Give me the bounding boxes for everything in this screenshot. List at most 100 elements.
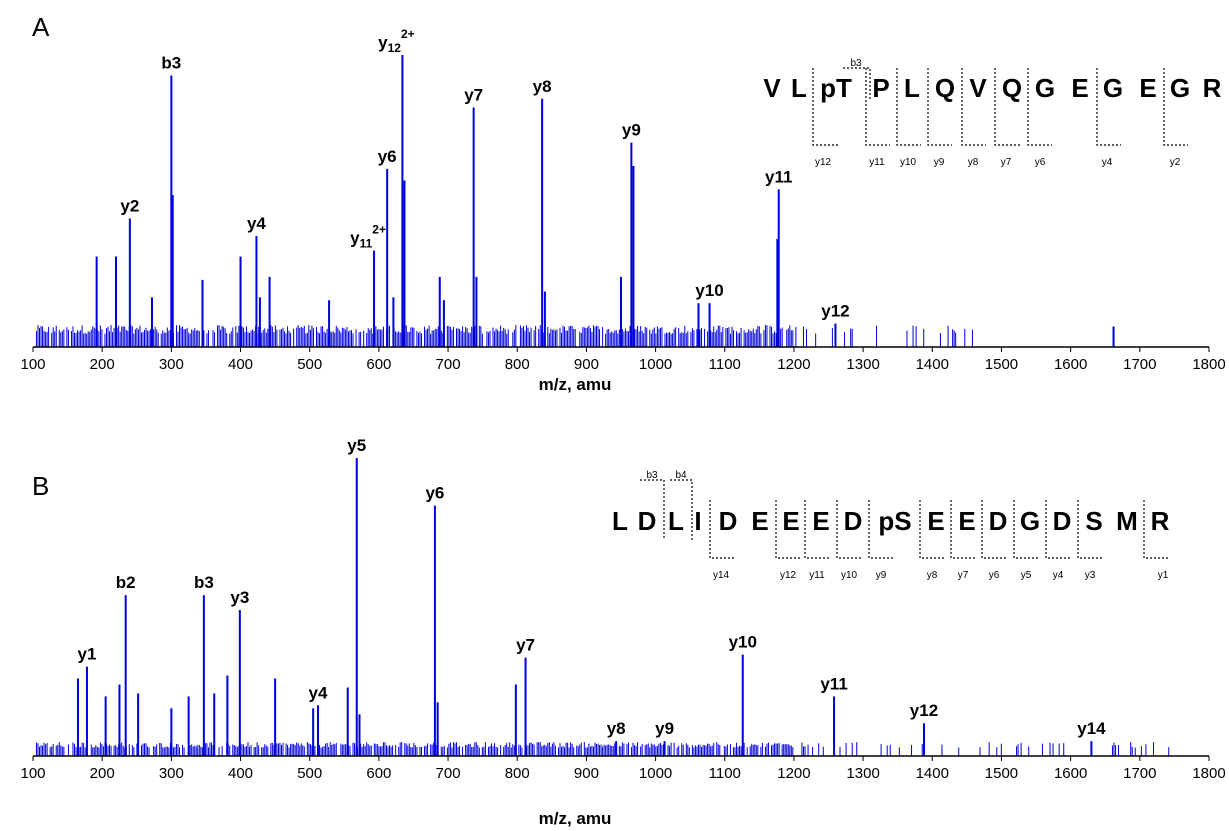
y-ion-bracket — [1013, 500, 1038, 559]
x-tick-label: 1600 — [1054, 356, 1087, 373]
panel-b-x-axis: 100 200 300 400 500 600 700 800 900 1000 1100 1200 1… — [20, 755, 1226, 782]
sequence-residue: G — [1103, 73, 1123, 103]
x-tick-label: 1700 — [1123, 765, 1156, 782]
sequence-residue: E — [927, 506, 944, 536]
sequence-residue: G — [1035, 73, 1055, 103]
y-ion-bracket — [804, 500, 829, 559]
y-ion-label: y5 — [1021, 570, 1032, 581]
x-tick-label: 200 — [90, 765, 115, 782]
peak-label: y1 — [77, 645, 96, 664]
b-ion-bracket — [843, 67, 871, 100]
sequence-residue: Q — [1002, 73, 1022, 103]
peak-label: y5 — [347, 436, 366, 455]
peak-label: y6 — [425, 484, 444, 503]
sequence-residue: L — [904, 73, 920, 103]
peak-label: y8 — [607, 719, 626, 738]
x-tick-label: 700 — [436, 356, 461, 373]
panel-b: B y1 b2 b3 y3 y4 y5 y6 y7 y8 y9 y10 y11 y12 y14 100 20… — [20, 436, 1225, 828]
x-tick-label: 600 — [366, 765, 391, 782]
y-ion-label: y4 — [1102, 157, 1113, 168]
x-tick-label: 1000 — [639, 765, 672, 782]
sequence-residue: M — [1116, 506, 1138, 536]
x-tick-label: 1100 — [709, 356, 741, 373]
x-tick-label: 1400 — [916, 356, 949, 373]
sequence-residue: E — [1139, 73, 1156, 103]
sequence-residue: V — [969, 73, 987, 103]
x-tick-label: 1300 — [846, 765, 879, 782]
y-ion-bracket — [950, 500, 975, 559]
peak-label: b2 — [116, 573, 136, 592]
peak-label: y122+ — [378, 27, 415, 55]
y-ion-label: y8 — [927, 570, 938, 581]
x-tick-label: 500 — [297, 765, 322, 782]
y-ion-label: y7 — [1001, 157, 1012, 168]
x-tick-label: 400 — [228, 356, 253, 373]
b-ion-label: b3 — [850, 58, 862, 69]
y-ion-label: y6 — [989, 570, 1000, 581]
peak-label: y6 — [378, 147, 397, 166]
x-tick-label: 600 — [366, 356, 391, 373]
y-ion-bracket — [836, 500, 861, 559]
panel-b-peaks — [76, 458, 1093, 756]
sequence-residue: L — [612, 506, 628, 536]
sequence-residue: D — [719, 506, 738, 536]
x-tick-label: 300 — [159, 765, 184, 782]
panel-b-peak-labels: y1 b2 b3 y3 y4 y5 y6 y7 y8 y9 y10 y11 y12 y14 — [77, 436, 1106, 738]
sequence-residue: L — [668, 506, 684, 536]
y-ion-bracket — [865, 68, 890, 146]
y-ion-label: y12 — [815, 157, 832, 168]
peak-label: y10 — [695, 281, 723, 300]
panel-a-peak-labels: y2 b3 y4 y112+ y6 y122+ y7 y8 y9 y10 y11 y12 — [120, 27, 849, 321]
sequence-residue: P — [872, 73, 889, 103]
x-tick-label: 1800 — [1192, 765, 1225, 782]
x-tick-label: 1700 — [1123, 356, 1156, 373]
sequence-residue: V — [763, 73, 781, 103]
peak-label: y7 — [516, 636, 535, 655]
peak-label: y9 — [622, 121, 641, 140]
y-ion-bracket — [868, 500, 893, 559]
b-ion-bracket — [640, 479, 665, 540]
y-ion-label: y10 — [841, 570, 858, 581]
peak-label: y11 — [765, 167, 792, 186]
sequence-residue: R — [1203, 73, 1222, 103]
peak-label: y12 — [821, 302, 849, 321]
x-tick-label: 100 — [20, 765, 45, 782]
sequence-residue: L — [791, 73, 807, 103]
panel-a-x-axis: 100 200 300 400 500 600 700 800 900 1000 1100 1200 1… — [20, 346, 1226, 373]
x-tick-label: 1300 — [846, 356, 879, 373]
panel-b-x-axis-label: m/z, amu — [539, 809, 612, 828]
y-ion-label: y11 — [809, 570, 825, 581]
y-ion-bracket — [812, 68, 838, 146]
y-ion-bracket — [1045, 500, 1070, 559]
sequence-residue: E — [751, 506, 768, 536]
sequence-residue: G — [1020, 506, 1040, 536]
peak-label: y4 — [309, 683, 328, 702]
y-ion-bracket — [994, 68, 1020, 146]
panel-b-sequence: L D L I D E E E D pS E E D G D S M R b3 … — [612, 470, 1170, 581]
sequence-residue: G — [1170, 73, 1190, 103]
x-tick-label: 1500 — [985, 765, 1018, 782]
x-tick-label: 1400 — [916, 765, 949, 782]
peak-label: y112+ — [350, 223, 386, 251]
x-tick-label: 800 — [505, 765, 530, 782]
x-tick-label: 700 — [436, 765, 461, 782]
y-ion-label: y9 — [876, 570, 887, 581]
sequence-residue: Q — [935, 73, 955, 103]
y-ion-label: y1 — [1158, 570, 1169, 581]
y-ion-bracket — [896, 68, 921, 146]
y-ion-bracket — [1096, 68, 1121, 146]
peak-label: b3 — [161, 53, 181, 72]
y-ion-label: y2 — [1170, 157, 1181, 168]
x-tick-label: 1000 — [639, 356, 672, 373]
x-tick-label: 100 — [20, 356, 45, 373]
x-tick-label: 1600 — [1054, 765, 1087, 782]
sequence-residue: D — [1053, 506, 1072, 536]
y-ion-bracket — [775, 500, 800, 559]
y-ion-bracket — [981, 500, 1006, 559]
peak-label: y10 — [729, 633, 757, 652]
peak-label: y2 — [120, 197, 139, 216]
panel-a-letter: A — [32, 12, 50, 42]
sequence-residue: R — [1151, 506, 1170, 536]
y-ion-bracket — [709, 500, 735, 559]
x-tick-label: 900 — [574, 765, 599, 782]
